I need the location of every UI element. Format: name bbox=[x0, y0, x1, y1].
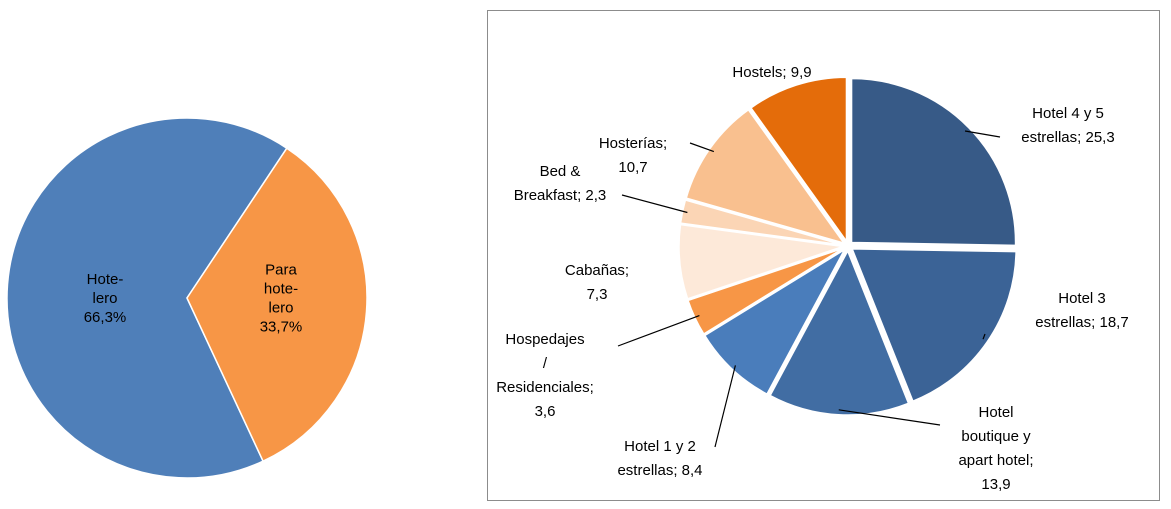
data-label: Hospedajes / Residenciales; 3,6 bbox=[496, 331, 594, 420]
leader-line bbox=[714, 365, 736, 448]
data-label: Para hote-lero 33,7% bbox=[260, 262, 303, 336]
pie-slice bbox=[678, 223, 844, 300]
pie-slice bbox=[6, 117, 288, 479]
data-label: Hotel 4 y 5 estrellas; 25,3 bbox=[1021, 105, 1114, 146]
data-label: Hosterías; 10,7 bbox=[599, 135, 667, 176]
pie-slice bbox=[850, 77, 1017, 247]
data-label: Hotel 1 y 2 estrellas; 8,4 bbox=[617, 438, 702, 479]
pie-slice bbox=[769, 249, 910, 416]
pie-slice bbox=[749, 76, 848, 244]
pie-slice bbox=[703, 247, 847, 396]
data-label: Hostels; 9,9 bbox=[732, 64, 811, 81]
leader-line bbox=[964, 130, 1001, 138]
leader-line bbox=[621, 194, 688, 214]
leader-line bbox=[689, 142, 715, 153]
pie-slice bbox=[685, 108, 846, 245]
chart-border bbox=[487, 10, 1160, 501]
leader-line bbox=[982, 333, 986, 340]
leader-line bbox=[617, 315, 700, 347]
data-label: Bed & Breakfast; 2,3 bbox=[514, 163, 607, 204]
data-label: Hotel boutique y apart hotel; 13,9 bbox=[958, 404, 1033, 493]
data-label: Hotel 3 estrellas; 18,7 bbox=[1035, 290, 1128, 331]
data-label: Cabañas; 7,3 bbox=[565, 262, 629, 303]
pie-slice bbox=[851, 248, 1017, 403]
leader-line bbox=[838, 409, 941, 426]
data-label: Hote-lero 66,3% bbox=[84, 271, 127, 326]
pie-slice bbox=[186, 147, 368, 463]
